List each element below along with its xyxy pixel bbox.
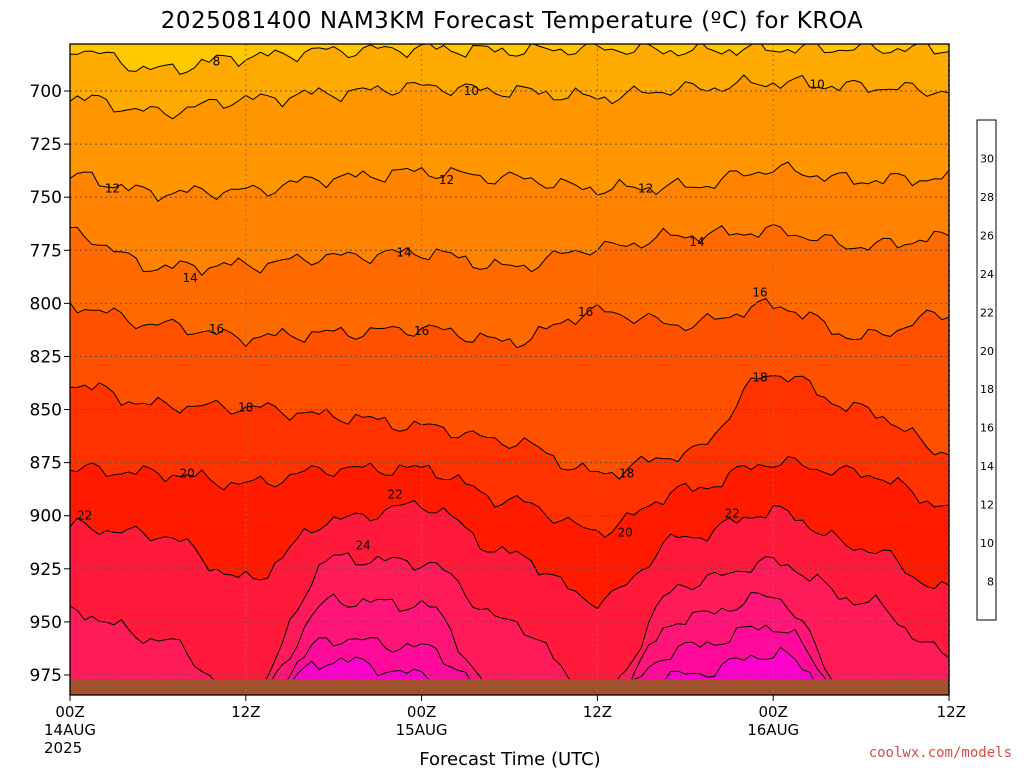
contour-label-18: 18 <box>238 400 253 414</box>
contour-label-12: 12 <box>439 173 454 187</box>
contour-label-22: 22 <box>388 488 403 502</box>
colorbar-tick-28: 28 <box>980 191 994 204</box>
contour-label-8: 8 <box>213 54 221 68</box>
xtick-label-60-0: 12Z <box>937 703 966 721</box>
isotherm-lines <box>70 44 949 695</box>
colorbar-tick-16: 16 <box>980 422 994 435</box>
xtick-label-12-0: 12Z <box>231 703 260 721</box>
xtick-label-48-0: 00Z <box>759 703 788 721</box>
chart-title: 2025081400 NAM3KM Forecast Temperature (… <box>161 8 864 34</box>
ytick-label-950: 950 <box>30 613 62 633</box>
ytick-label-775: 775 <box>30 241 62 261</box>
credit-text: coolwx.com/models <box>869 745 1012 761</box>
ytick-label-725: 725 <box>30 135 62 155</box>
plot-frame <box>69 43 950 696</box>
ytick-label-700: 700 <box>30 82 62 102</box>
colorbar-tick-18: 18 <box>980 383 994 396</box>
contour-label-14: 14 <box>689 235 704 249</box>
isotherm-16 <box>70 297 949 349</box>
colorbar-tick-30: 30 <box>980 152 994 165</box>
contour-label-18: 18 <box>619 466 634 480</box>
contour-label-16: 16 <box>752 286 767 300</box>
isotherm-10 <box>70 74 949 120</box>
contour-label-10: 10 <box>809 78 824 92</box>
isotherm-8 <box>70 44 949 75</box>
colorbar-legend: 8 10 12 14 16 18 20 22 24 26 28 30 <box>976 119 997 621</box>
colorbar-tick-8: 8 <box>987 576 994 589</box>
ytick-label-750: 750 <box>30 188 62 208</box>
contour-label-16: 16 <box>209 322 224 336</box>
xtick-label-0-2: 2025 <box>44 739 82 757</box>
colorbar-frame <box>976 119 997 621</box>
colorbar-tick-20: 20 <box>980 345 994 358</box>
ytick-label-975: 975 <box>30 666 62 686</box>
colorbar-tick-22: 22 <box>980 306 994 319</box>
ytick-label-850: 850 <box>30 401 62 421</box>
xtick-label-36-0: 12Z <box>583 703 612 721</box>
ytick-label-925: 925 <box>30 560 62 580</box>
ytick-label-800: 800 <box>30 294 62 314</box>
contour-label-12: 12 <box>105 182 120 196</box>
isotherm-14 <box>70 223 949 276</box>
isotherm-20 <box>70 456 949 538</box>
xtick-label-48-1: 16AUG <box>747 721 799 739</box>
colorbar-tick-24: 24 <box>980 268 994 281</box>
contour-label-12: 12 <box>638 182 653 196</box>
xtick-label-0-0: 00Z <box>55 703 84 721</box>
contour-label-24: 24 <box>355 539 370 553</box>
isotherm-12 <box>70 161 949 203</box>
fill-band-below-10 <box>70 44 949 119</box>
contour-label-22: 22 <box>725 507 740 521</box>
terrain-band <box>70 679 949 695</box>
xtick-label-24-1: 15AUG <box>396 721 448 739</box>
isotherm-18 <box>70 375 949 480</box>
contour-label-16: 16 <box>578 305 593 319</box>
x-axis-label: Forecast Time (UTC) <box>419 749 600 768</box>
y-axis: 700 725 750 775 800 825 850 875 900 925 950 975 <box>30 82 70 686</box>
contour-label-22: 22 <box>77 509 92 523</box>
ytick-label-875: 875 <box>30 454 62 474</box>
isotherm-24 <box>70 552 949 693</box>
temperature-fill-bands <box>70 44 949 695</box>
colorbar-tick-26: 26 <box>980 229 994 242</box>
contour-label-14: 14 <box>396 245 411 259</box>
xtick-label-24-0: 00Z <box>407 703 436 721</box>
fill-band-coldest <box>70 44 949 75</box>
colorbar-tick-10: 10 <box>980 537 994 550</box>
ytick-label-825: 825 <box>30 347 62 367</box>
ground-surface <box>70 679 949 695</box>
colorbar-tick-14: 14 <box>980 460 994 473</box>
colorbar-tick-12: 12 <box>980 499 994 512</box>
contour-label-14: 14 <box>182 271 197 285</box>
contour-label-18: 18 <box>752 371 767 385</box>
contour-label-20: 20 <box>618 526 633 540</box>
xtick-label-0-1: 14AUG <box>44 721 96 739</box>
contour-label-20: 20 <box>180 466 195 480</box>
ytick-label-900: 900 <box>30 507 62 527</box>
